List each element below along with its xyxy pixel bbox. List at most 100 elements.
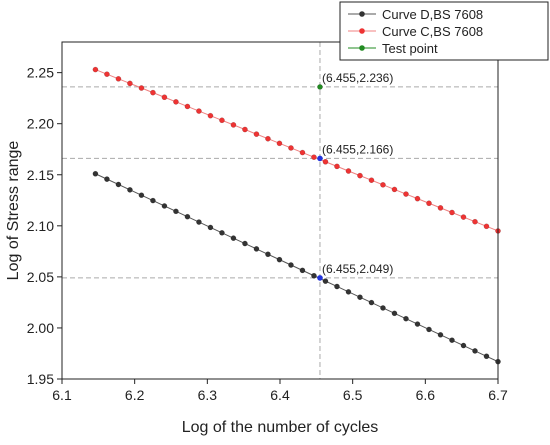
legend-label: Curve C,BS 7608 [382,24,483,39]
data-point [317,84,323,90]
data-point [334,283,340,290]
data-point [380,181,386,188]
intersection-point [317,275,323,281]
legend: Curve D,BS 7608 Curve C,BS 7608 Test point [339,1,549,61]
data-point [368,299,375,306]
x-tick-label: 6.2 [125,387,145,403]
point-annotation: (6.455,2.236) [322,71,393,85]
data-point [380,305,386,311]
data-point [449,209,455,216]
data-point [230,122,237,128]
x-tick-label: 6.1 [52,387,72,403]
data-point [288,262,294,268]
plot-frame [61,41,499,380]
data-point [173,98,179,105]
data-point [219,229,225,236]
data-point [242,240,248,247]
data-point [276,140,283,147]
legend-marker [359,45,365,51]
series-line [95,173,499,363]
data-point [403,191,409,197]
y-tick-label: 2.25 [27,65,54,81]
data-point [173,208,179,215]
series-layer [92,66,501,365]
data-point [104,176,110,182]
data-point [334,163,340,170]
data-point [196,219,202,225]
y-tick-label: 2.20 [27,116,54,132]
data-point [460,214,467,220]
data-point [161,94,168,101]
x-tick-label: 6.5 [343,387,363,403]
data-point [483,353,490,360]
data-point [92,170,99,177]
data-point [345,288,352,295]
data-point [414,321,421,327]
data-point [472,218,478,225]
data-point [150,89,156,96]
series-line [95,69,499,232]
data-point [288,145,294,151]
data-point [207,112,214,119]
annotations: (6.455,2.236) (6.455,2.166) (6.455,2.049) [322,71,393,276]
data-point [311,272,317,279]
data-point [219,117,225,124]
y-tick-label: 2.05 [27,269,54,285]
data-point [322,278,329,284]
data-point [368,177,375,184]
data-point [253,246,260,252]
data-point [426,200,432,207]
data-point [299,149,306,156]
legend-label: Test point [382,41,438,56]
data-point [391,310,398,317]
y-tick-label: 2.00 [27,320,54,336]
data-point [414,195,421,202]
data-point [115,75,122,82]
data-point [196,108,202,114]
data-point [230,235,237,242]
data-point [437,331,444,338]
data-point [161,203,168,209]
data-point [460,342,467,349]
x-axis-title: Log of the number of cycles [182,419,379,436]
data-point [357,172,363,179]
data-point [449,337,455,344]
data-point [127,80,133,87]
data-point [276,256,283,263]
y-tick-label: 2.15 [27,167,54,183]
legend-label: Curve D,BS 7608 [382,7,483,22]
data-point [472,348,478,354]
data-point [391,186,398,193]
data-point [138,85,145,91]
data-point [115,181,122,188]
data-point [242,126,248,133]
data-point [127,186,133,193]
data-point [92,66,99,73]
x-tick-label: 6.6 [416,387,436,403]
data-point [299,267,306,274]
y-axis-title: Log of Stress range [5,141,22,281]
legend-marker [359,28,365,34]
data-point [322,158,329,165]
data-point [184,103,191,110]
point-annotation: (6.455,2.049) [322,262,393,276]
data-point [426,326,432,333]
ticks: 6.1 6.2 6.3 6.4 6.5 6.6 6.7 1.95 2.00 2.05 2.10 2.1… [27,65,508,403]
legend-marker [359,11,365,17]
x-tick-label: 6.3 [198,387,218,403]
data-point [138,192,145,199]
data-point [483,223,490,230]
data-point [345,168,352,174]
y-tick-label: 2.10 [27,218,54,234]
data-point [265,135,271,142]
point-annotation: (6.455,2.166) [322,142,393,156]
data-point [265,251,271,258]
data-point [150,197,156,204]
data-point [437,205,444,211]
data-point [253,131,260,137]
data-point [184,213,191,220]
data-point [403,315,409,322]
reference-lines [62,42,498,379]
